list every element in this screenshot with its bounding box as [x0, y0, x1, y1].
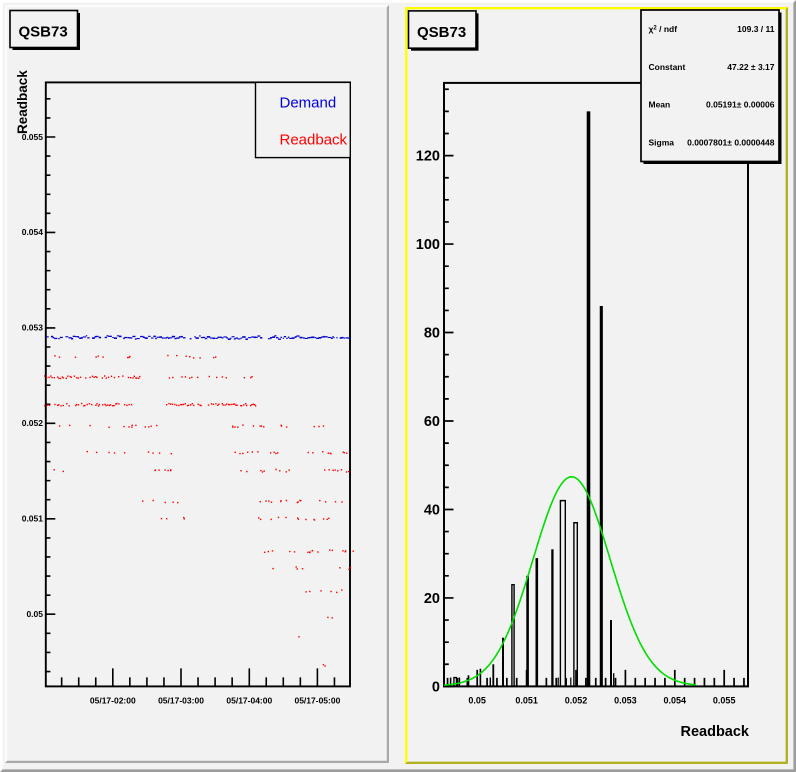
svg-text:0.053: 0.053: [614, 696, 637, 706]
svg-text:0.05: 0.05: [26, 609, 43, 619]
svg-text:47.22 ± 3.17: 47.22 ± 3.17: [727, 62, 774, 72]
svg-text:0.055: 0.055: [713, 696, 736, 706]
svg-text:120: 120: [416, 149, 440, 165]
svg-text:0.052: 0.052: [565, 696, 588, 706]
svg-text:Readback: Readback: [15, 70, 30, 134]
svg-text:0.051: 0.051: [515, 696, 538, 706]
svg-text:100: 100: [416, 237, 440, 253]
svg-text:0.05191± 0.00006: 0.05191± 0.00006: [706, 100, 775, 110]
svg-text:Readback: Readback: [680, 724, 749, 740]
svg-text:05/17-05:00: 05/17-05:00: [294, 696, 340, 706]
svg-text:05/17-04:00: 05/17-04:00: [226, 696, 272, 706]
svg-text:0.05: 0.05: [468, 696, 486, 706]
svg-text:05/17-02:00: 05/17-02:00: [90, 696, 136, 706]
svg-text:0.051: 0.051: [22, 514, 44, 524]
svg-text:0.054: 0.054: [22, 227, 44, 237]
svg-text:0.053: 0.053: [22, 323, 44, 333]
svg-text:0.055: 0.055: [22, 132, 44, 142]
svg-text:QSB73: QSB73: [417, 24, 466, 41]
svg-text:Mean: Mean: [649, 100, 671, 110]
svg-text:QSB73: QSB73: [19, 24, 68, 41]
svg-text:0.054: 0.054: [664, 696, 687, 706]
svg-text:20: 20: [424, 591, 440, 607]
svg-text:Demand: Demand: [280, 95, 337, 112]
svg-text:05/17-03:00: 05/17-03:00: [158, 696, 204, 706]
svg-text:109.3 / 11: 109.3 / 11: [737, 24, 775, 34]
svg-text:40: 40: [424, 503, 440, 519]
svg-text:60: 60: [424, 414, 440, 430]
svg-text:0.052: 0.052: [22, 418, 44, 428]
svg-text:Constant: Constant: [649, 62, 686, 72]
svg-text:Readback: Readback: [280, 132, 348, 149]
svg-text:χ2 / ndf: χ2 / ndf: [649, 24, 678, 34]
svg-text:0: 0: [432, 679, 440, 695]
svg-text:0.0007801± 0.0000448: 0.0007801± 0.0000448: [687, 138, 775, 148]
svg-text:Sigma: Sigma: [649, 138, 675, 148]
svg-text:80: 80: [424, 326, 440, 342]
